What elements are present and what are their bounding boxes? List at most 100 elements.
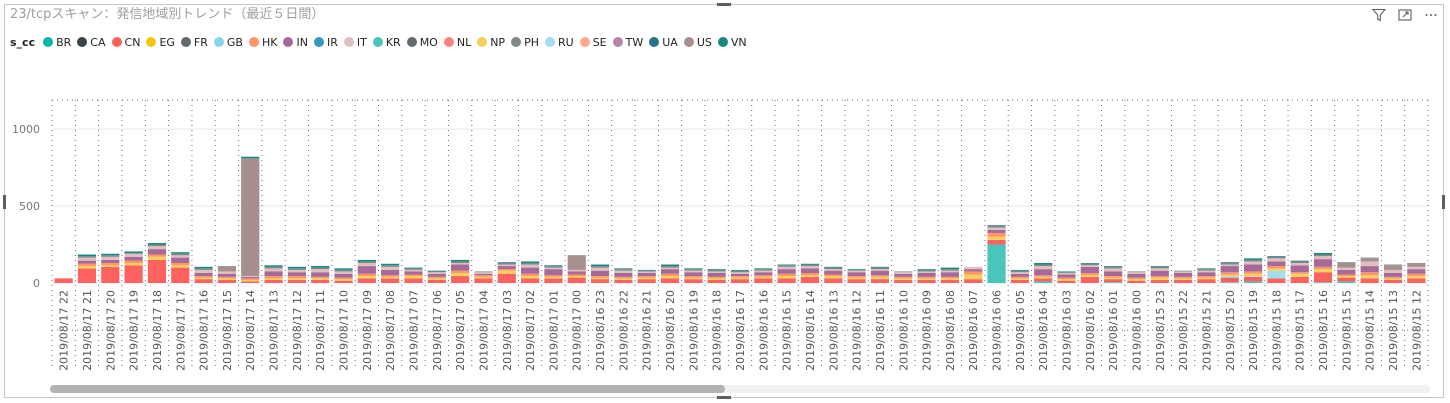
bar-segment-ph[interactable] <box>1383 264 1403 266</box>
bar-segment-hk[interactable] <box>917 276 936 279</box>
bar-segment-np[interactable] <box>404 276 423 279</box>
bar-segment-vn[interactable] <box>1034 262 1053 265</box>
bar-segment-np[interactable] <box>1267 268 1286 271</box>
bar-segment-it[interactable] <box>1174 271 1193 273</box>
bar-segment-it[interactable] <box>427 272 446 274</box>
bar-segment-it[interactable] <box>847 270 866 273</box>
bar-segment-np[interactable] <box>847 277 866 280</box>
bar-segment-np[interactable] <box>357 276 376 279</box>
bar-segment-hk[interactable] <box>754 275 773 277</box>
bar-segment-cn[interactable] <box>1127 280 1146 283</box>
bar-segment-in[interactable] <box>1034 269 1053 276</box>
bar-segment-it[interactable] <box>1337 267 1356 270</box>
bar-segment-it[interactable] <box>194 269 213 273</box>
bar-segment-vn[interactable] <box>287 266 306 269</box>
legend-item-se[interactable]: SE <box>579 36 607 49</box>
bar-segment-in[interactable] <box>171 257 190 263</box>
bar-segment-it[interactable] <box>987 227 1006 230</box>
bar-segment-cn[interactable] <box>311 279 330 283</box>
bar-segment-hk[interactable] <box>264 276 283 279</box>
legend-item-ua[interactable]: UA <box>649 36 678 49</box>
bar-segment-in[interactable] <box>1407 269 1426 274</box>
bar-segment-ph[interactable] <box>917 269 936 272</box>
bar-segment-np[interactable] <box>1010 278 1029 280</box>
bar-segment-us[interactable] <box>1383 265 1403 270</box>
bar-segment-ph[interactable] <box>264 266 283 269</box>
bar-segment-hk[interactable] <box>101 262 120 266</box>
bar-segment-vn[interactable] <box>800 263 820 265</box>
bar-segment-hk[interactable] <box>241 278 260 280</box>
horizontal-scrollbar-thumb[interactable] <box>50 385 725 393</box>
bar-segment-it[interactable] <box>357 262 376 267</box>
bar-segment-cn[interactable] <box>1150 279 1169 283</box>
bar-segment-vn[interactable] <box>1010 269 1029 271</box>
bar-segment-hk[interactable] <box>1220 272 1239 275</box>
bar-segment-ph[interactable] <box>404 268 423 270</box>
bar-segment-hk[interactable] <box>637 276 656 278</box>
bar-segment-ph[interactable] <box>870 267 890 270</box>
bar-segment-ph[interactable] <box>241 158 260 160</box>
bar-segment-np[interactable] <box>660 276 680 279</box>
bar-segment-vn[interactable] <box>427 270 446 272</box>
bar-segment-it[interactable] <box>940 270 959 273</box>
bar-segment-hk[interactable] <box>940 276 959 279</box>
bar-segment-np[interactable] <box>754 276 773 279</box>
bar-segment-ph[interactable] <box>1313 254 1333 257</box>
bar-segment-in[interactable] <box>357 266 376 274</box>
bar-segment-it[interactable] <box>1267 258 1286 262</box>
bar-segment-in[interactable] <box>241 276 260 279</box>
bar-segment-cn[interactable] <box>451 276 470 283</box>
bar-segment-in[interactable] <box>427 273 446 277</box>
bar-segment-cn[interactable] <box>1197 279 1216 283</box>
bar-segment-hk[interactable] <box>1290 272 1309 274</box>
bar-segment-vn[interactable] <box>101 253 120 256</box>
bar-segment-cn[interactable] <box>171 267 190 283</box>
bar-segment-np[interactable] <box>1174 278 1193 280</box>
bar-segment-in[interactable] <box>800 268 820 273</box>
bar-segment-ph[interactable] <box>707 269 726 272</box>
bar-segment-cn[interactable] <box>194 279 213 283</box>
bar-segment-cn[interactable] <box>1243 276 1263 282</box>
bar-segment-in[interactable] <box>1360 266 1379 273</box>
bar-segment-np[interactable] <box>1104 277 1123 280</box>
bar-segment-ph[interactable] <box>1010 270 1029 273</box>
bar-segment-hk[interactable] <box>404 274 423 277</box>
bar-segment-ph[interactable] <box>194 268 213 270</box>
bar-segment-np[interactable] <box>101 265 120 267</box>
bar-segment-hk[interactable] <box>847 276 866 278</box>
bar-segment-hk[interactable] <box>287 276 306 279</box>
bar-segment-cn[interactable] <box>660 278 680 283</box>
bar-segment-ph[interactable] <box>1290 261 1309 263</box>
bar-segment-hk[interactable] <box>1197 276 1216 278</box>
focus-mode-icon[interactable] <box>1397 7 1412 22</box>
bar-segment-it[interactable] <box>660 267 680 270</box>
bar-segment-hk[interactable] <box>590 276 610 278</box>
bar-segment-np[interactable] <box>707 278 726 280</box>
more-options-icon[interactable] <box>1423 7 1438 22</box>
bar-segment-ph[interactable] <box>311 267 330 270</box>
bar-segment-it[interactable] <box>521 264 540 268</box>
bar-segment-np[interactable] <box>567 276 586 278</box>
bar-segment-vn[interactable] <box>870 266 890 268</box>
bar-segment-it[interactable] <box>590 267 610 271</box>
bar-segment-np[interactable] <box>1080 275 1099 277</box>
bar-segment-vn[interactable] <box>497 262 516 263</box>
legend-item-vn[interactable]: VN <box>717 36 747 49</box>
bar-segment-in[interactable] <box>101 259 120 263</box>
bar-segment-it[interactable] <box>964 266 983 270</box>
bar-segment-vn[interactable] <box>987 225 1006 227</box>
bar-segment-hk[interactable] <box>544 275 563 277</box>
bar-segment-hk[interactable] <box>1313 266 1333 270</box>
bar-segment-np[interactable] <box>730 277 750 280</box>
bar-segment-np[interactable] <box>1290 273 1309 277</box>
bar-segment-it[interactable] <box>917 271 936 273</box>
bar-segment-cn[interactable] <box>824 278 843 283</box>
bar-segment-np[interactable] <box>451 272 470 277</box>
bar-segment-cn[interactable] <box>800 276 820 283</box>
bar-segment-kr[interactable] <box>1104 282 1123 283</box>
bar-segment-cn[interactable] <box>684 279 703 283</box>
bar-segment-hk[interactable] <box>147 254 167 257</box>
bar-segment-in[interactable] <box>1127 273 1146 278</box>
bar-segment-vn[interactable] <box>1313 252 1333 255</box>
bar-segment-in[interactable] <box>1313 259 1333 267</box>
